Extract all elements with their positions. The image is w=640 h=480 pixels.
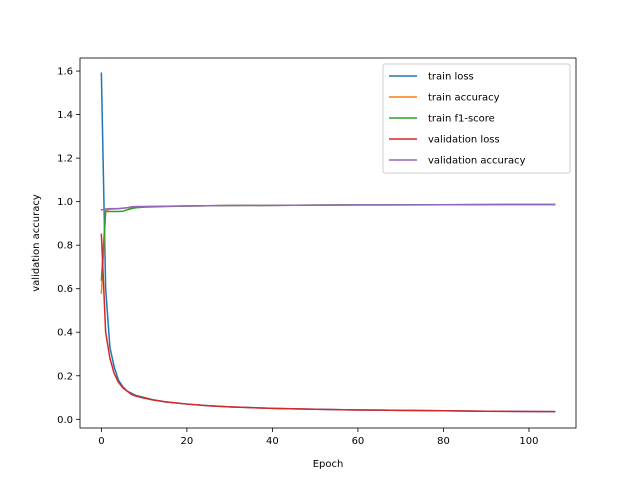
- legend-label: train accuracy: [428, 93, 500, 104]
- legend: train loss train accuracy train f1-score va…: [382, 63, 571, 174]
- y-tick-label: 0.6: [57, 284, 73, 295]
- y-tick-label: 0.0: [57, 415, 73, 426]
- y-tick-label: 0.2: [57, 371, 73, 382]
- axes-layer: [79, 57, 577, 429]
- x-tick-label: 40: [266, 436, 279, 447]
- y-axis-ticks: 0.0 0.2 0.4 0.6 0.8 1.0 1.2 1.4 1.6: [57, 67, 80, 426]
- y-tick-label: 1.0: [57, 197, 73, 208]
- y-tick-label: 1.2: [57, 154, 73, 165]
- x-tick-label: 100: [519, 436, 538, 447]
- x-tick-label: 20: [181, 436, 194, 447]
- x-axis-ticks: 0 20 40 60 80 100: [98, 428, 539, 447]
- legend-label: train f1-score: [428, 114, 495, 125]
- y-tick-label: 1.6: [57, 67, 73, 78]
- y-tick-label: 0.4: [57, 328, 73, 339]
- y-tick-label: 0.8: [57, 241, 73, 252]
- y-axis-label: validation accuracy: [31, 194, 42, 292]
- legend-label: validation loss: [428, 135, 500, 146]
- legend-label: validation accuracy: [428, 156, 526, 167]
- x-tick-label: 80: [437, 436, 450, 447]
- x-tick-label: 60: [352, 436, 365, 447]
- series-line-validation-loss: [100, 233, 556, 413]
- legend-label: train loss: [428, 72, 474, 83]
- series-layer: [100, 72, 556, 413]
- y-tick-label: 1.4: [57, 110, 73, 121]
- axes-frame: [79, 57, 577, 429]
- legend-box: [382, 63, 571, 174]
- x-tick-label: 0: [98, 436, 104, 447]
- x-axis-label: Epoch: [313, 459, 344, 470]
- series-line-validation-accuracy: [100, 203, 556, 211]
